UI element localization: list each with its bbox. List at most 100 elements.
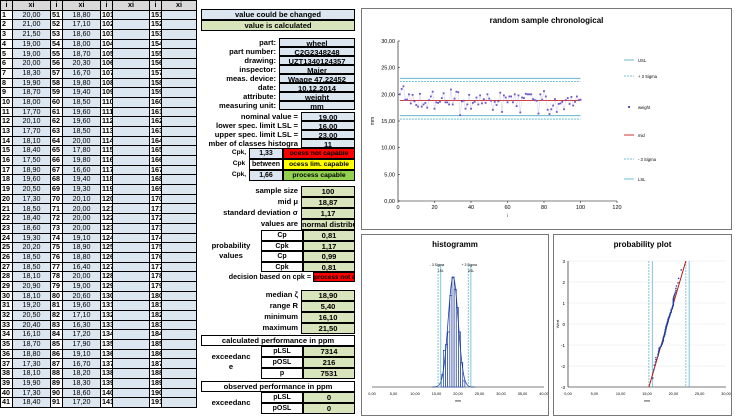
- value-cell[interactable]: 17,70: [12, 125, 51, 137]
- value-cell[interactable]: [161, 203, 197, 215]
- value-cell[interactable]: 16,70: [62, 67, 101, 79]
- value-cell[interactable]: 18,10: [12, 135, 51, 147]
- value-cell[interactable]: 17,20: [62, 329, 101, 341]
- value-cell[interactable]: [161, 339, 197, 350]
- value-cell[interactable]: [112, 145, 150, 156]
- value-cell[interactable]: [161, 222, 197, 234]
- value-cell[interactable]: 18,00: [62, 38, 101, 50]
- field-value[interactable]: 19,00: [301, 112, 355, 121]
- value-cell[interactable]: [161, 358, 197, 370]
- value-cell[interactable]: [112, 48, 150, 60]
- value-cell[interactable]: [112, 329, 150, 341]
- field-value[interactable]: C2G2348248: [279, 47, 355, 56]
- value-cell[interactable]: 19,60: [62, 106, 101, 118]
- value-cell[interactable]: 19,00: [12, 48, 51, 60]
- value-cell[interactable]: 18,70: [12, 87, 51, 98]
- value-cell[interactable]: [112, 77, 150, 89]
- value-cell[interactable]: 18,60: [62, 29, 101, 40]
- value-cell[interactable]: 17,20: [62, 397, 101, 408]
- value-cell[interactable]: 21,00: [12, 19, 51, 31]
- value-cell[interactable]: [112, 387, 150, 399]
- value-cell[interactable]: [112, 368, 150, 379]
- value-cell[interactable]: [161, 9, 197, 21]
- value-cell[interactable]: 21,50: [12, 29, 51, 40]
- value-cell[interactable]: [161, 125, 197, 137]
- value-cell[interactable]: 18,50: [62, 96, 101, 108]
- value-cell[interactable]: [161, 135, 197, 147]
- field-value[interactable]: wheel: [279, 38, 355, 47]
- value-cell[interactable]: [112, 280, 150, 292]
- value-cell[interactable]: [161, 348, 197, 360]
- value-cell[interactable]: 19,60: [62, 300, 101, 311]
- value-cell[interactable]: [161, 387, 197, 399]
- value-cell[interactable]: 20,10: [12, 116, 51, 127]
- value-cell[interactable]: 18,10: [12, 271, 51, 282]
- value-cell[interactable]: 20,00: [62, 271, 101, 282]
- value-cell[interactable]: [161, 116, 197, 127]
- value-cell[interactable]: 20,10: [62, 193, 101, 205]
- value-cell[interactable]: 19,30: [62, 184, 101, 195]
- value-cell[interactable]: [112, 310, 150, 321]
- value-cell[interactable]: [112, 164, 150, 176]
- value-cell[interactable]: [112, 222, 150, 234]
- cpk-threshold[interactable]: 1,66: [249, 170, 283, 181]
- value-cell[interactable]: 18,30: [12, 67, 51, 79]
- field-value[interactable]: 10.12.2014: [279, 83, 355, 92]
- value-cell[interactable]: [112, 261, 150, 273]
- value-cell[interactable]: [112, 125, 150, 137]
- value-cell[interactable]: 19,40: [62, 87, 101, 98]
- value-cell[interactable]: [112, 67, 150, 79]
- value-cell[interactable]: 18,50: [12, 261, 51, 273]
- value-cell[interactable]: [112, 242, 150, 253]
- value-cell[interactable]: [112, 271, 150, 282]
- value-cell[interactable]: [161, 397, 197, 408]
- value-cell[interactable]: 16,70: [62, 358, 101, 370]
- value-cell[interactable]: 20,50: [12, 310, 51, 321]
- value-cell[interactable]: 18,70: [62, 48, 101, 60]
- value-cell[interactable]: 19,10: [62, 348, 101, 360]
- value-cell[interactable]: [161, 48, 197, 60]
- value-cell[interactable]: 20,20: [12, 242, 51, 253]
- value-cell[interactable]: 18,50: [62, 125, 101, 137]
- value-cell[interactable]: 19,60: [62, 116, 101, 127]
- value-cell[interactable]: [161, 38, 197, 50]
- value-cell[interactable]: 19,60: [12, 174, 51, 186]
- value-cell[interactable]: 19,00: [12, 38, 51, 50]
- value-cell[interactable]: [161, 377, 197, 389]
- value-cell[interactable]: [112, 96, 150, 108]
- value-cell[interactable]: [161, 174, 197, 186]
- value-cell[interactable]: [112, 358, 150, 370]
- value-cell[interactable]: [112, 58, 150, 69]
- value-cell[interactable]: 18,80: [12, 348, 51, 360]
- value-cell[interactable]: 16,30: [62, 319, 101, 331]
- value-cell[interactable]: [112, 116, 150, 127]
- value-cell[interactable]: [161, 155, 197, 166]
- value-cell[interactable]: 18,20: [62, 368, 101, 379]
- field-value[interactable]: mm: [279, 101, 355, 110]
- value-cell[interactable]: [112, 38, 150, 50]
- field-value[interactable]: 23,00: [301, 130, 355, 139]
- value-cell[interactable]: [112, 213, 150, 224]
- value-cell[interactable]: 19,90: [12, 77, 51, 89]
- value-cell[interactable]: 18,00: [12, 96, 51, 108]
- value-cell[interactable]: [161, 29, 197, 40]
- field-value[interactable]: UZT1340124357: [279, 56, 355, 65]
- value-cell[interactable]: [112, 397, 150, 408]
- value-cell[interactable]: 19,30: [12, 232, 51, 244]
- value-cell[interactable]: 20,00: [62, 222, 101, 234]
- value-cell[interactable]: 20,50: [12, 184, 51, 195]
- value-cell[interactable]: [112, 135, 150, 147]
- value-cell[interactable]: 17,30: [12, 387, 51, 399]
- value-cell[interactable]: 18,80: [62, 251, 101, 263]
- value-cell[interactable]: 18,40: [12, 213, 51, 224]
- value-cell[interactable]: 19,20: [12, 300, 51, 311]
- value-cell[interactable]: 17,10: [62, 310, 101, 321]
- value-cell[interactable]: 17,90: [62, 339, 101, 350]
- value-cell[interactable]: [112, 290, 150, 302]
- value-cell[interactable]: [112, 87, 150, 98]
- value-cell[interactable]: 18,90: [62, 242, 101, 253]
- value-cell[interactable]: [161, 242, 197, 253]
- value-cell[interactable]: [161, 213, 197, 224]
- field-value[interactable]: Waage 47.22452: [279, 74, 355, 83]
- value-cell[interactable]: 20,90: [12, 280, 51, 292]
